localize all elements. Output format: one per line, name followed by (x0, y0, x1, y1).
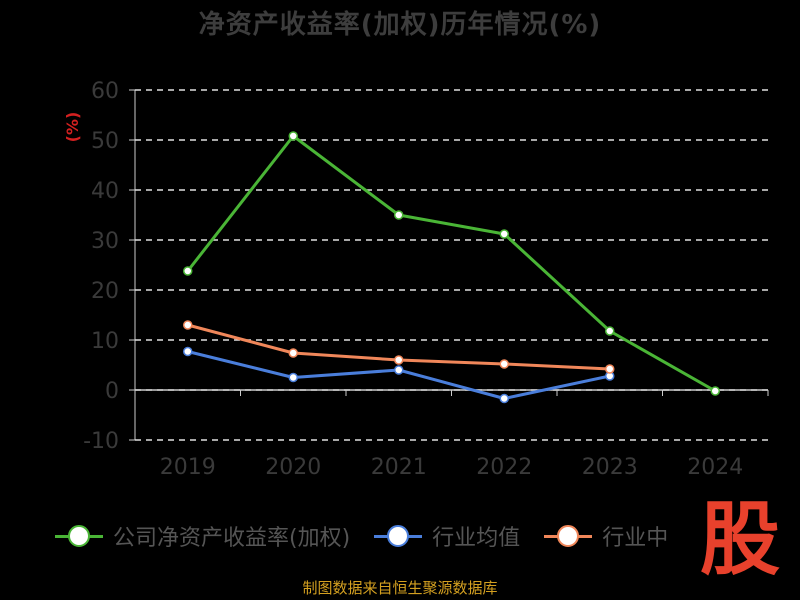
y-tick-label: 40 (91, 179, 119, 204)
legend-swatch-industry-median (544, 524, 593, 548)
y-tick-label: 20 (91, 279, 119, 304)
x-tick-label: 2023 (582, 455, 638, 480)
y-tick-label: 0 (105, 379, 119, 404)
y-tick-label: 10 (91, 329, 119, 354)
data-point[interactable] (183, 266, 193, 276)
legend-item-industry-median[interactable]: 行业中 (544, 520, 668, 552)
legend-item-company[interactable]: 公司净资产收益率(加权) (55, 520, 350, 552)
y-axis-label: (%) (63, 112, 82, 143)
grid-lines (129, 89, 769, 441)
series-line-0 (186, 134, 716, 393)
data-point[interactable] (394, 355, 404, 365)
data-point[interactable] (499, 359, 509, 369)
x-tick-label: 2019 (160, 455, 216, 480)
legend-label: 行业中 (602, 526, 669, 551)
data-point[interactable] (394, 365, 404, 375)
y-tick-label: 30 (91, 229, 119, 254)
data-point[interactable] (183, 346, 193, 357)
x-tick-label: 2020 (265, 455, 321, 480)
legend: 公司净资产收益率(加权) 行业均值 行业中 (55, 518, 692, 554)
data-point[interactable] (605, 326, 615, 336)
legend-item-industry-avg[interactable]: 行业均值 (374, 520, 520, 552)
series-layer (183, 131, 720, 404)
data-point[interactable] (710, 386, 720, 396)
y-tick-labels: -10 0 10 20 30 40 50 60 (83, 79, 119, 454)
x-tick-label: 2022 (476, 455, 532, 480)
data-point[interactable] (288, 372, 298, 383)
x-tick-label: 2024 (687, 455, 743, 480)
data-point[interactable] (499, 229, 509, 239)
x-tick-labels: 2019 2020 2021 2022 2023 2024 (160, 455, 744, 480)
data-point[interactable] (288, 348, 298, 358)
legend-label: 公司净资产收益率(加权) (113, 526, 351, 551)
y-tick-label: 50 (91, 129, 119, 154)
legend-swatch-industry-avg (374, 524, 423, 548)
data-source: 制图数据来自恒生聚源数据库 (302, 579, 498, 597)
brand-logo: 股 (700, 493, 780, 586)
y-tick-label: 60 (91, 79, 119, 104)
data-point[interactable] (499, 393, 509, 404)
chart-title: 净资产收益率(加权)历年情况(%) (198, 10, 602, 40)
y-tick-label: -10 (83, 429, 119, 454)
data-point[interactable] (605, 364, 615, 374)
legend-label: 行业均值 (432, 526, 521, 551)
data-point[interactable] (394, 210, 404, 220)
data-point[interactable] (183, 320, 193, 330)
data-point[interactable] (288, 131, 298, 141)
legend-swatch-company (55, 524, 103, 548)
x-tick-label: 2021 (371, 455, 427, 480)
